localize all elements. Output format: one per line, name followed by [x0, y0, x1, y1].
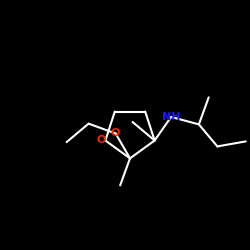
Text: O: O — [97, 136, 106, 145]
Text: O: O — [111, 128, 120, 138]
Text: NH: NH — [162, 112, 180, 122]
